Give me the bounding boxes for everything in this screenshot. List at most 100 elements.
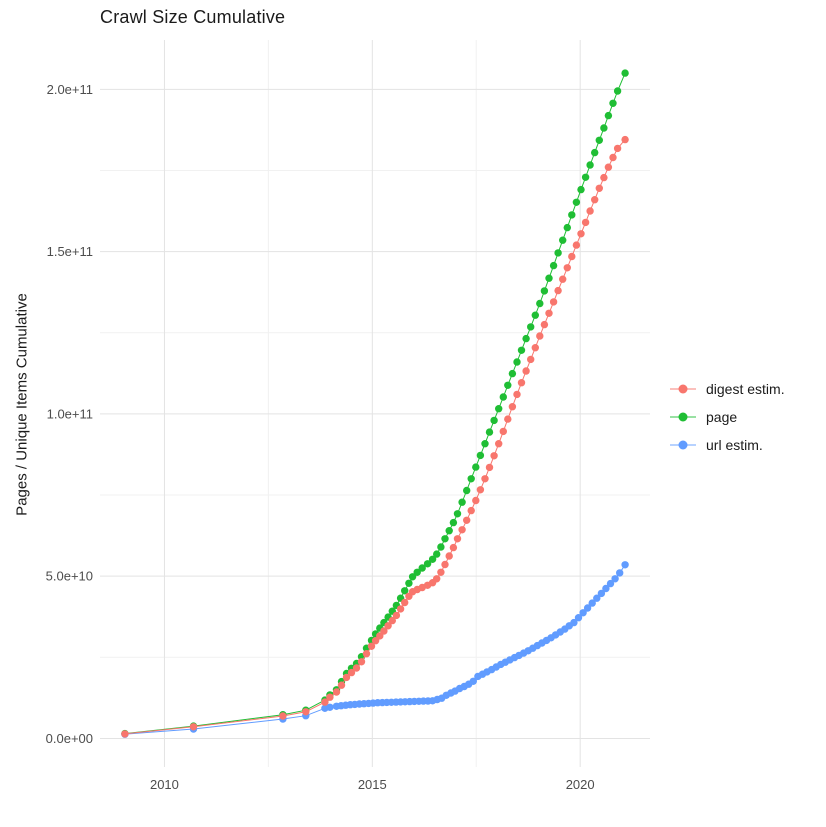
data-point <box>401 598 409 607</box>
data-point <box>481 440 489 448</box>
data-point <box>545 309 553 317</box>
legend-label: url estim. <box>706 437 763 453</box>
data-point <box>376 632 384 640</box>
data-point <box>554 286 562 295</box>
data-point <box>458 498 466 506</box>
data-point <box>388 616 396 625</box>
data-point <box>527 355 535 364</box>
data-point <box>568 211 576 219</box>
legend-item-page: page <box>668 408 785 426</box>
data-point <box>467 475 475 483</box>
data-point <box>499 427 507 436</box>
data-point <box>499 393 507 401</box>
data-point <box>522 367 530 375</box>
data-point <box>522 334 530 343</box>
data-point <box>418 564 426 572</box>
data-point <box>593 594 601 602</box>
data-point <box>540 287 549 295</box>
data-point <box>536 332 544 340</box>
legend-key-line-dot-icon <box>670 440 696 450</box>
data-point <box>437 543 445 551</box>
data-point <box>392 611 401 620</box>
data-point <box>453 510 462 518</box>
data-point <box>586 207 594 215</box>
data-point <box>563 264 571 272</box>
data-point <box>572 241 581 249</box>
data-point <box>337 681 346 689</box>
data-point <box>433 550 441 558</box>
data-point <box>490 416 498 425</box>
data-point <box>563 223 571 232</box>
legend-label: page <box>706 409 738 425</box>
x-tick-label: 2020 <box>566 777 595 792</box>
data-point <box>413 568 421 576</box>
data-point <box>445 552 453 560</box>
data-point <box>549 261 558 270</box>
data-point <box>604 163 613 171</box>
data-point <box>527 323 535 331</box>
series-url-estim <box>121 561 629 738</box>
data-point <box>583 604 592 612</box>
x-tick-label: 2010 <box>150 777 179 792</box>
data-point <box>401 587 409 595</box>
data-point <box>549 298 558 306</box>
data-point <box>513 390 521 399</box>
data-point <box>577 230 585 238</box>
data-point <box>579 609 587 617</box>
data-point <box>508 369 517 378</box>
data-point <box>621 561 629 569</box>
data-point <box>384 622 392 630</box>
data-point <box>513 358 521 366</box>
data-point <box>600 173 608 182</box>
data-point <box>463 516 471 524</box>
data-point <box>357 658 366 666</box>
data-point <box>570 618 578 627</box>
data-point <box>581 218 590 227</box>
series-line <box>124 564 626 735</box>
data-point <box>437 568 445 576</box>
legend-key-line-dot-icon <box>670 412 696 422</box>
data-point <box>449 518 458 527</box>
data-point <box>463 486 471 495</box>
data-point <box>449 543 458 552</box>
data-point <box>332 688 341 696</box>
legend-item-url-estim: url estim. <box>668 436 785 454</box>
data-point <box>408 573 417 581</box>
data-point <box>568 252 576 261</box>
data-point <box>371 637 380 645</box>
series-line <box>124 139 626 735</box>
data-point <box>453 535 462 543</box>
data-point <box>508 403 517 411</box>
data-point <box>441 560 449 569</box>
data-point <box>326 703 334 711</box>
data-point <box>581 173 590 181</box>
data-point <box>476 486 485 494</box>
data-point <box>602 584 610 593</box>
data-point <box>380 627 388 635</box>
data-point <box>485 463 494 472</box>
data-point <box>423 560 432 568</box>
data-point <box>517 346 526 354</box>
legend: digest estim. page url estim. <box>668 380 785 454</box>
data-point <box>189 723 198 731</box>
chart-title: Crawl Size Cumulative <box>100 7 286 27</box>
data-point <box>367 642 376 650</box>
data-point <box>504 415 512 423</box>
data-point <box>490 452 498 460</box>
data-point <box>559 275 567 283</box>
data-point <box>347 668 356 677</box>
data-point <box>595 136 603 144</box>
y-axis-title: Pages / Unique Items Cumulative <box>13 293 31 516</box>
data-point <box>577 185 585 194</box>
y-tick-label: 5.0e+10 <box>46 569 93 584</box>
data-point <box>588 599 596 607</box>
data-point <box>595 184 603 192</box>
data-point <box>481 475 489 483</box>
legend-item-digest-estim: digest estim. <box>668 380 785 398</box>
series-page <box>121 69 629 738</box>
data-point <box>545 274 553 282</box>
data-point <box>467 506 475 515</box>
data-point <box>472 496 480 505</box>
